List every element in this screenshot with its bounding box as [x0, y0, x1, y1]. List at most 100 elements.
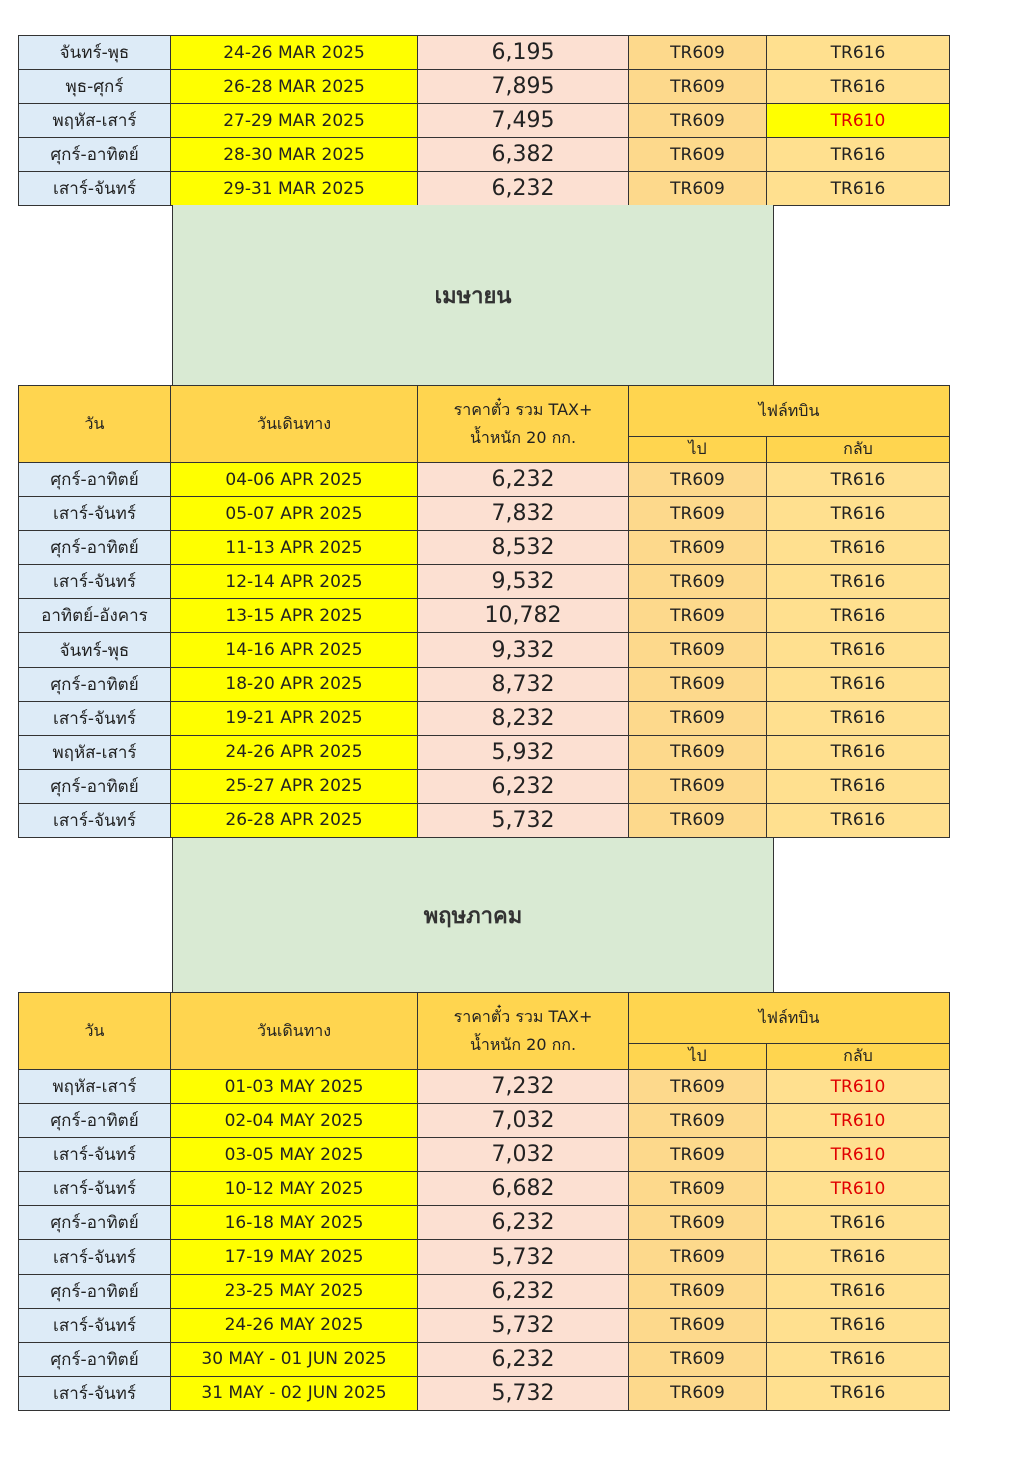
date-cell: 30 MAY - 01 JUN 2025: [170, 1341, 418, 1377]
table-row: เสาร์-จันทร์ 12-14 APR 2025 9,532 TR609 TR61…: [18, 564, 950, 600]
header-flight: ไฟล์ทบิน: [628, 992, 950, 1044]
price-cell: 5,732: [417, 802, 629, 839]
return-flight-cell: TR616: [766, 1239, 950, 1275]
return-flight-cell: TR616: [766, 768, 950, 804]
return-flight-cell: TR616: [766, 171, 950, 207]
header-outbound: ไป: [628, 436, 767, 463]
return-flight-cell: TR616: [766, 734, 950, 770]
date-cell: 23-25 MAY 2025: [170, 1273, 418, 1309]
day-cell: ศุกร์-อาทิตย์: [18, 137, 171, 173]
outbound-flight-cell: TR609: [628, 1171, 767, 1207]
price-cell: 7,032: [417, 1137, 629, 1173]
date-cell: 19-21 APR 2025: [170, 700, 418, 736]
day-cell: ศุกร์-อาทิตย์: [18, 1103, 171, 1139]
price-cell: 8,232: [417, 700, 629, 736]
day-cell: เสาร์-จันทร์: [18, 1307, 171, 1343]
table-row: พฤหัส-เสาร์ 27-29 MAR 2025 7,495 TR609 TR610: [18, 103, 950, 139]
table-row: เสาร์-จันทร์ 24-26 MAY 2025 5,732 TR609 TR61…: [18, 1307, 950, 1343]
date-cell: 27-29 MAR 2025: [170, 103, 418, 139]
outbound-flight-cell: TR609: [628, 1273, 767, 1309]
date-cell: 13-15 APR 2025: [170, 598, 418, 634]
price-cell: 5,732: [417, 1307, 629, 1343]
table-row: อาทิตย์-อังคาร 13-15 APR 2025 10,782 TR609 T…: [18, 598, 950, 634]
return-flight-cell: TR616: [766, 564, 950, 600]
price-cell: 7,832: [417, 496, 629, 532]
date-cell: 12-14 APR 2025: [170, 564, 418, 600]
day-cell: เสาร์-จันทร์: [18, 1137, 171, 1173]
date-cell: 24-26 MAR 2025: [170, 34, 418, 71]
outbound-flight-cell: TR609: [628, 768, 767, 804]
outbound-flight-cell: TR609: [628, 1375, 767, 1411]
table-row: จันทร์-พุธ 24-26 MAR 2025 6,195 TR609 TR616: [18, 34, 950, 71]
table-row: เสาร์-จันทร์ 26-28 APR 2025 5,732 TR609 TR61…: [18, 802, 950, 839]
day-cell: พุธ-ศุกร์: [18, 69, 171, 105]
header-price-line1: ราคาตั๋ว รวม TAX+: [453, 1007, 593, 1026]
header-date: วันเดินทาง: [170, 385, 418, 463]
outbound-flight-cell: TR609: [628, 700, 767, 736]
return-flight-cell: TR610: [766, 1068, 950, 1105]
date-cell: 25-27 APR 2025: [170, 768, 418, 804]
outbound-flight-cell: TR609: [628, 1103, 767, 1139]
day-cell: ศุกร์-อาทิตย์: [18, 461, 171, 498]
table-row: ศุกร์-อาทิตย์ 02-04 MAY 2025 7,032 TR609 TR6…: [18, 1103, 950, 1139]
price-cell: 5,932: [417, 734, 629, 770]
price-table: จันทร์-พุธ 24-26 MAR 2025 6,195 TR609 TR616 พ…: [18, 34, 950, 207]
day-cell: เสาร์-จันทร์: [18, 1375, 171, 1411]
price-cell: 6,195: [417, 34, 629, 71]
price-cell: 5,732: [417, 1375, 629, 1411]
header-row: วัน วันเดินทาง ราคาตั๋ว รวม TAX+ น้ำหนัก 20…: [18, 992, 950, 1070]
table-row: ศุกร์-อาทิตย์ 30 MAY - 01 JUN 2025 6,232 TR…: [18, 1341, 950, 1377]
day-cell: จันทร์-พุธ: [18, 34, 171, 71]
outbound-flight-cell: TR609: [628, 103, 767, 139]
table-row: พฤหัส-เสาร์ 24-26 APR 2025 5,932 TR609 TR616: [18, 734, 950, 770]
day-cell: เสาร์-จันทร์: [18, 700, 171, 736]
day-cell: ศุกร์-อาทิตย์: [18, 768, 171, 804]
table-row: พุธ-ศุกร์ 26-28 MAR 2025 7,895 TR609 TR616: [18, 69, 950, 105]
day-cell: เสาร์-จันทร์: [18, 496, 171, 532]
day-cell: ศุกร์-อาทิตย์: [18, 1341, 171, 1377]
price-table: วัน วันเดินทาง ราคาตั๋ว รวม TAX+ น้ำหนัก 20…: [18, 385, 950, 839]
return-flight-cell: TR616: [766, 598, 950, 634]
header-price-line2: น้ำหนัก 20 กก.: [469, 1035, 577, 1054]
header-price-line1: ราคาตั๋ว รวม TAX+: [453, 400, 593, 419]
table-row: ศุกร์-อาทิตย์ 25-27 APR 2025 6,232 TR609 TR6…: [18, 768, 950, 804]
return-flight-cell: TR616: [766, 666, 950, 702]
table-row: ศุกร์-อาทิตย์ 11-13 APR 2025 8,532 TR609 TR6…: [18, 530, 950, 566]
table-row: ศุกร์-อาทิตย์ 04-06 APR 2025 6,232 TR609 TR6…: [18, 461, 950, 498]
return-flight-cell: TR610: [766, 103, 950, 139]
table-row: เสาร์-จันทร์ 03-05 MAY 2025 7,032 TR609 TR61…: [18, 1137, 950, 1173]
day-cell: จันทร์-พุธ: [18, 632, 171, 668]
return-flight-cell: TR610: [766, 1137, 950, 1173]
price-cell: 9,332: [417, 632, 629, 668]
price-cell: 6,232: [417, 1205, 629, 1241]
date-cell: 02-04 MAY 2025: [170, 1103, 418, 1139]
outbound-flight-cell: TR609: [628, 1341, 767, 1377]
header-price: ราคาตั๋ว รวม TAX+ น้ำหนัก 20 กก.: [417, 992, 629, 1070]
outbound-flight-cell: TR609: [628, 734, 767, 770]
table-row: เสาร์-จันทร์ 31 MAY - 02 JUN 2025 5,732 TR6…: [18, 1375, 950, 1411]
table-row: ศุกร์-อาทิตย์ 28-30 MAR 2025 6,382 TR609 TR6…: [18, 137, 950, 173]
return-flight-cell: TR616: [766, 632, 950, 668]
outbound-flight-cell: TR609: [628, 1239, 767, 1275]
header-return: กลับ: [766, 436, 950, 463]
price-cell: 10,782: [417, 598, 629, 634]
day-cell: พฤหัส-เสาร์: [18, 103, 171, 139]
return-flight-cell: TR616: [766, 137, 950, 173]
header-row: วัน วันเดินทาง ราคาตั๋ว รวม TAX+ น้ำหนัก 20…: [18, 385, 950, 463]
price-cell: 6,682: [417, 1171, 629, 1207]
return-flight-cell: TR616: [766, 1375, 950, 1411]
header-return: กลับ: [766, 1043, 950, 1070]
date-cell: 14-16 APR 2025: [170, 632, 418, 668]
return-flight-cell: TR616: [766, 496, 950, 532]
return-flight-cell: TR610: [766, 1171, 950, 1207]
outbound-flight-cell: TR609: [628, 666, 767, 702]
table-row: พฤหัส-เสาร์ 01-03 MAY 2025 7,232 TR609 TR610: [18, 1068, 950, 1105]
price-cell: 6,382: [417, 137, 629, 173]
price-cell: 6,232: [417, 461, 629, 498]
price-cell: 6,232: [417, 768, 629, 804]
table-row: เสาร์-จันทร์ 05-07 APR 2025 7,832 TR609 TR61…: [18, 496, 950, 532]
date-cell: 04-06 APR 2025: [170, 461, 418, 498]
date-cell: 03-05 MAY 2025: [170, 1137, 418, 1173]
return-flight-cell: TR616: [766, 802, 950, 839]
price-cell: 8,732: [417, 666, 629, 702]
